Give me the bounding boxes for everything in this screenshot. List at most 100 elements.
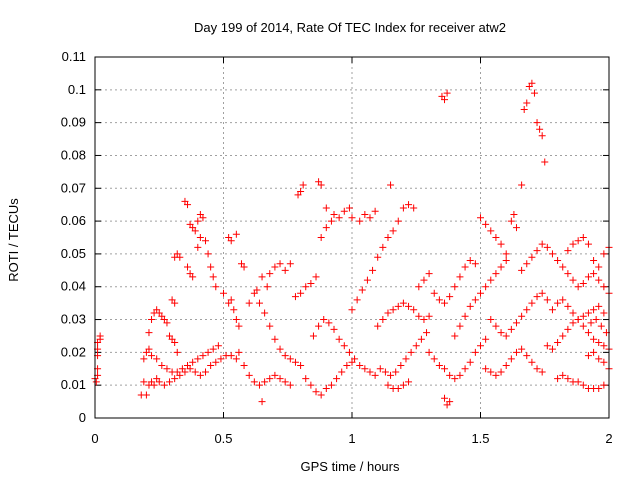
data-point [255,299,263,307]
data-point [502,250,510,258]
data-point [322,384,330,392]
data-point [338,368,346,376]
x-tick-label: 0.5 [214,431,232,446]
x-tick-label: 2 [605,431,612,446]
data-point [451,332,459,340]
data-point [523,352,531,360]
data-point [204,348,212,356]
data-point [543,296,551,304]
data-point [178,365,186,373]
data-point [184,263,192,271]
data-point [595,302,603,310]
data-point [297,361,305,369]
data-point [492,371,500,379]
y-tick-label: 0.02 [61,344,86,359]
data-point [330,325,338,333]
data-point [325,319,333,327]
data-point [446,398,454,406]
data-point [189,358,197,366]
data-point [461,365,469,373]
data-point [250,378,258,386]
data-point [297,289,305,297]
data-point [399,381,407,389]
data-point [407,348,415,356]
data-point [394,384,402,392]
data-point [199,214,207,222]
y-tick-label: 0.11 [62,49,86,64]
data-point [579,279,587,287]
y-tick-label: 0.03 [61,312,86,327]
data-point [574,316,582,324]
data-point [461,263,469,271]
data-point [502,361,510,369]
x-tick-label: 1.5 [471,431,489,446]
data-point [266,270,274,278]
data-point [374,322,382,330]
data-point [410,204,418,212]
data-point [600,250,608,258]
data-point [286,381,294,389]
data-point [363,276,371,284]
data-point [595,339,603,347]
data-point [166,378,174,386]
data-point [271,335,279,343]
data-point [227,296,235,304]
data-point [96,332,104,340]
data-point [245,371,253,379]
data-point [595,276,603,284]
data-point [590,256,598,264]
data-point [492,322,500,330]
data-point [163,365,171,373]
data-point [554,339,562,347]
data-point [600,342,608,350]
data-point [425,312,433,320]
data-point [536,125,544,133]
data-point [163,319,171,327]
data-point [312,388,320,396]
data-point [286,355,294,363]
data-point [590,348,598,356]
data-point [528,299,536,307]
data-point [559,296,567,304]
data-point [209,273,217,281]
data-point [595,263,603,271]
data-point [255,381,263,389]
data-point [389,227,397,235]
data-point [487,227,495,235]
data-point [425,270,433,278]
data-point [548,306,556,314]
data-point [276,345,284,353]
y-tick-label: 0.1 [68,82,86,97]
data-point [471,296,479,304]
data-point [466,302,474,310]
data-point [173,368,181,376]
data-point [533,365,541,373]
data-point [379,316,387,324]
data-point [528,253,536,261]
data-point [438,92,446,100]
y-tick-label: 0.06 [61,213,86,228]
data-point [384,309,392,317]
data-point [507,217,515,225]
data-point [235,322,243,330]
y-tick-label: 0.08 [61,147,86,162]
data-point [564,270,572,278]
data-point [317,181,325,189]
data-point [392,368,400,376]
data-point [461,312,469,320]
data-point [227,352,235,360]
data-point [253,286,261,294]
data-point [160,381,168,389]
data-point [410,306,418,314]
data-point [387,181,395,189]
data-point [497,240,505,248]
data-point [600,381,608,389]
data-point [340,207,348,215]
data-point [477,342,484,350]
data-point [538,132,546,140]
data-point [320,316,328,324]
data-point [466,358,474,366]
data-point [381,368,389,376]
data-point [420,316,428,324]
data-point [482,283,490,291]
